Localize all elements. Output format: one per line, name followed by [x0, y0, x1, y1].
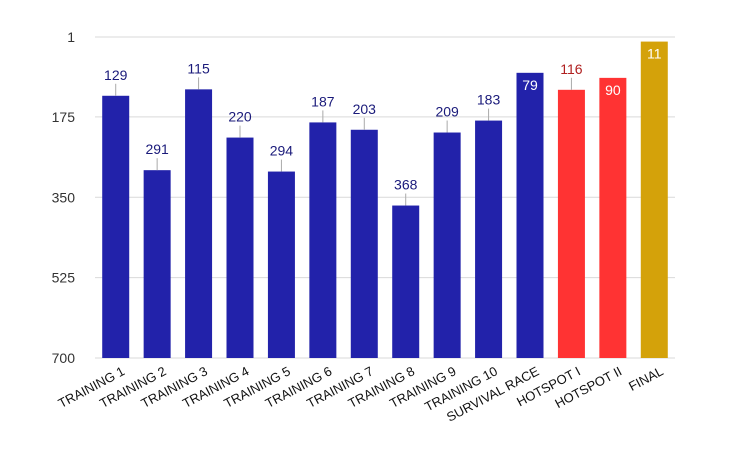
bar-1: [102, 95, 130, 358]
y-axis-ticks: 1 175 350 525 700: [52, 29, 76, 366]
y-tick-label-0: 1: [67, 29, 75, 45]
value-label-5: 294: [270, 143, 294, 159]
value-label-8: 368: [394, 177, 418, 193]
bar-3: [185, 89, 213, 358]
bar-2: [143, 170, 171, 358]
bar-12: [557, 89, 585, 358]
value-label-14: 11: [647, 46, 662, 62]
value-label-6: 187: [311, 93, 335, 109]
bar-11: [516, 72, 544, 359]
bar-6: [309, 122, 337, 358]
bar-4: [226, 137, 254, 358]
grid-lines: [95, 36, 675, 359]
value-label-12: 116: [560, 61, 583, 77]
bar-8: [392, 205, 420, 358]
data-labels: 129 291 115 220 294 187 203 368 209 183 79 116 90 11: [104, 46, 662, 206]
value-label-11: 79: [522, 77, 538, 93]
bar-5: [267, 171, 295, 358]
bar-10: [475, 120, 503, 358]
y-tick-label-4: 700: [52, 350, 76, 366]
bar-13: [599, 77, 627, 358]
bar-14: [640, 41, 668, 358]
y-tick-label-1: 175: [52, 109, 76, 125]
bar-7: [350, 129, 378, 358]
value-label-9: 209: [435, 104, 459, 120]
value-label-1: 129: [104, 67, 128, 83]
value-label-10: 183: [477, 92, 501, 108]
bars: [102, 41, 668, 359]
y-tick-label-3: 525: [52, 270, 76, 286]
value-label-7: 203: [353, 101, 377, 117]
value-label-4: 220: [228, 109, 252, 125]
bar-9: [433, 132, 461, 358]
value-label-13: 90: [605, 82, 621, 98]
category-label-14: FINAL: [626, 363, 666, 394]
value-label-3: 115: [187, 60, 210, 76]
value-label-2: 291: [145, 141, 169, 157]
y-tick-label-2: 350: [52, 189, 76, 205]
